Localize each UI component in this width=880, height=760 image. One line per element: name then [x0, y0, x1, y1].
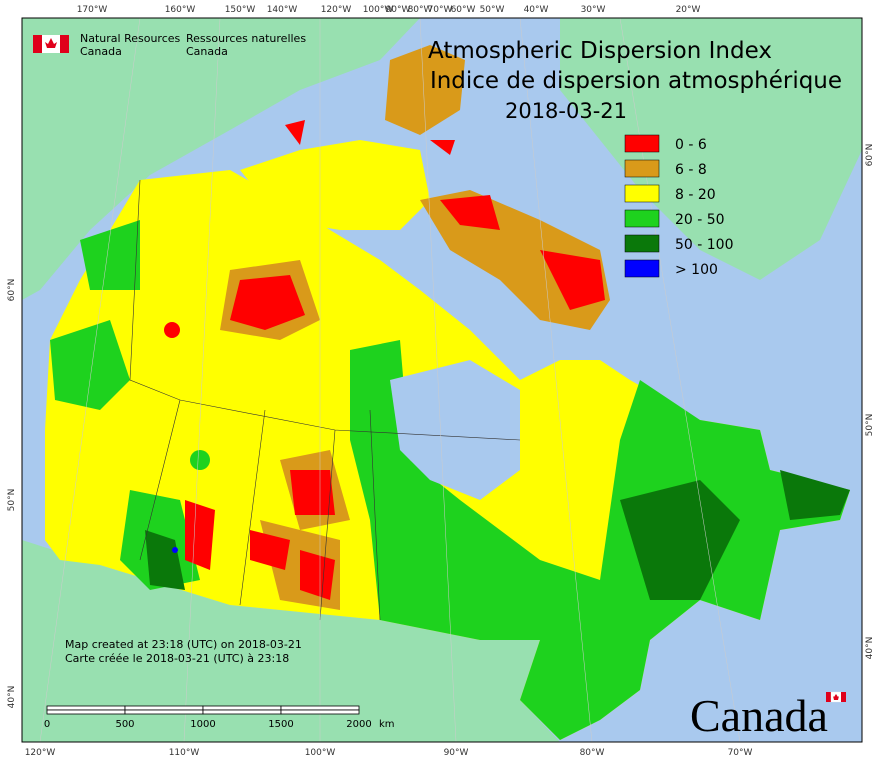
- borders: [129, 179, 521, 621]
- bottom-coord: 90°W: [444, 748, 469, 758]
- left-coord: 60°N: [7, 279, 17, 302]
- top-coord: 70°W: [428, 5, 453, 15]
- legend-swatch: [624, 184, 660, 203]
- credit: Map created at 23:18 (UTC) on 2018-03-21: [65, 638, 302, 651]
- top-coord: 80°W: [408, 5, 433, 15]
- scale-label: 1500: [268, 719, 293, 730]
- bottom-coord: 100°W: [305, 748, 336, 758]
- alaska: [22, 18, 420, 300]
- date: 2018-03-21: [505, 99, 627, 123]
- spot: [190, 450, 210, 470]
- maple-leaf: [833, 694, 839, 700]
- agency-fr: Ressources naturelles: [186, 32, 306, 45]
- legend-swatch: [624, 134, 660, 153]
- top-coord: 50°W: [480, 5, 505, 15]
- legend-swatch: [624, 209, 660, 228]
- scale-bar: 0 500 1000 1500 2000 km: [44, 705, 395, 730]
- left-coord: 50°N: [7, 489, 17, 512]
- title-fr: Indice de dispersion atmosphérique: [430, 68, 842, 94]
- scale-segment: [202, 709, 282, 715]
- top-coord: 120°W: [321, 5, 352, 15]
- top-coord: 100°W: [363, 5, 394, 15]
- right-coord: 40°N: [865, 637, 875, 660]
- legend-label: 0 - 6: [675, 137, 707, 153]
- legend-label: > 100: [675, 262, 718, 278]
- prairie-low: [185, 470, 335, 600]
- graticule: [39, 17, 741, 743]
- scale-segment: [124, 709, 204, 715]
- bottom-coord: 70°W: [728, 748, 753, 758]
- scale-segment: [202, 705, 282, 711]
- scale-label: 0: [44, 719, 50, 730]
- west-green: [50, 220, 140, 410]
- scale-label: 500: [115, 719, 134, 730]
- east-dark: [620, 470, 850, 600]
- scale-segment: [124, 705, 204, 711]
- top-coord: 160°W: [165, 5, 196, 15]
- scale-segment: [280, 709, 360, 715]
- arctic-low: [285, 120, 455, 155]
- top-coord: 140°W: [267, 5, 298, 15]
- spot: [164, 322, 180, 338]
- left-coord: 40°N: [7, 686, 17, 709]
- right-coord: 60°N: [865, 144, 875, 167]
- top-coord: 40°W: [524, 5, 549, 15]
- legend-label: 8 - 20: [675, 187, 716, 203]
- arctic-islands: [240, 140, 430, 230]
- scale-label: 2000: [346, 719, 371, 730]
- legend-label: 6 - 8: [675, 162, 707, 178]
- map-frame: [21, 17, 863, 743]
- top-coord: 30°W: [581, 5, 606, 15]
- top-coord: 90°W: [386, 5, 411, 15]
- central-low: [230, 275, 305, 330]
- bottom-coord: 110°W: [169, 748, 200, 758]
- credit: Carte créée le 2018-03-21 (UTC) à 23:18: [65, 652, 289, 665]
- usa: [22, 540, 560, 742]
- flag-bar: [841, 692, 846, 702]
- agency-en: Canada: [80, 45, 122, 58]
- top-coord: 20°W: [676, 5, 701, 15]
- scale-segment: [46, 709, 126, 715]
- greenland: [560, 18, 862, 280]
- top-coord: 60°W: [451, 5, 476, 15]
- flag-bar: [33, 35, 42, 53]
- scale-label: 1000: [190, 719, 215, 730]
- legend-label: 20 - 50: [675, 212, 725, 228]
- top-coord: 170°W: [77, 5, 108, 15]
- hudson-bay: [390, 360, 520, 500]
- title: Atmospheric Dispersion Index: [428, 38, 772, 64]
- agency-fr: Canada: [186, 45, 228, 58]
- high-spot: [172, 547, 178, 553]
- flag-bar: [60, 35, 69, 53]
- legend-swatch: [624, 259, 660, 278]
- right-coord: 50°N: [865, 414, 875, 437]
- nrcan-signature: [33, 35, 69, 53]
- east-green: [350, 340, 850, 740]
- bottom-coord: 80°W: [580, 748, 605, 758]
- wordmark-flag: [826, 691, 846, 703]
- legend-swatch: [624, 234, 660, 253]
- agency-en: Natural Resources: [80, 32, 181, 45]
- maple-leaf: [45, 38, 57, 48]
- ellesmere: [385, 45, 465, 135]
- legend-label: 50 - 100: [675, 237, 734, 253]
- scale-segment: [280, 705, 360, 711]
- baffin-low: [440, 195, 605, 310]
- quebec-yellow: [520, 370, 610, 560]
- scale-unit: km: [379, 719, 395, 730]
- legend-swatch: [624, 159, 660, 178]
- scale-segment: [46, 705, 126, 711]
- map-body: [21, 17, 863, 743]
- rockies-dark: [145, 530, 185, 590]
- top-coord: 150°W: [225, 5, 256, 15]
- flag-bar: [826, 692, 831, 702]
- wordmark: Canada: [690, 690, 828, 741]
- bottom-coord: 120°W: [25, 748, 56, 758]
